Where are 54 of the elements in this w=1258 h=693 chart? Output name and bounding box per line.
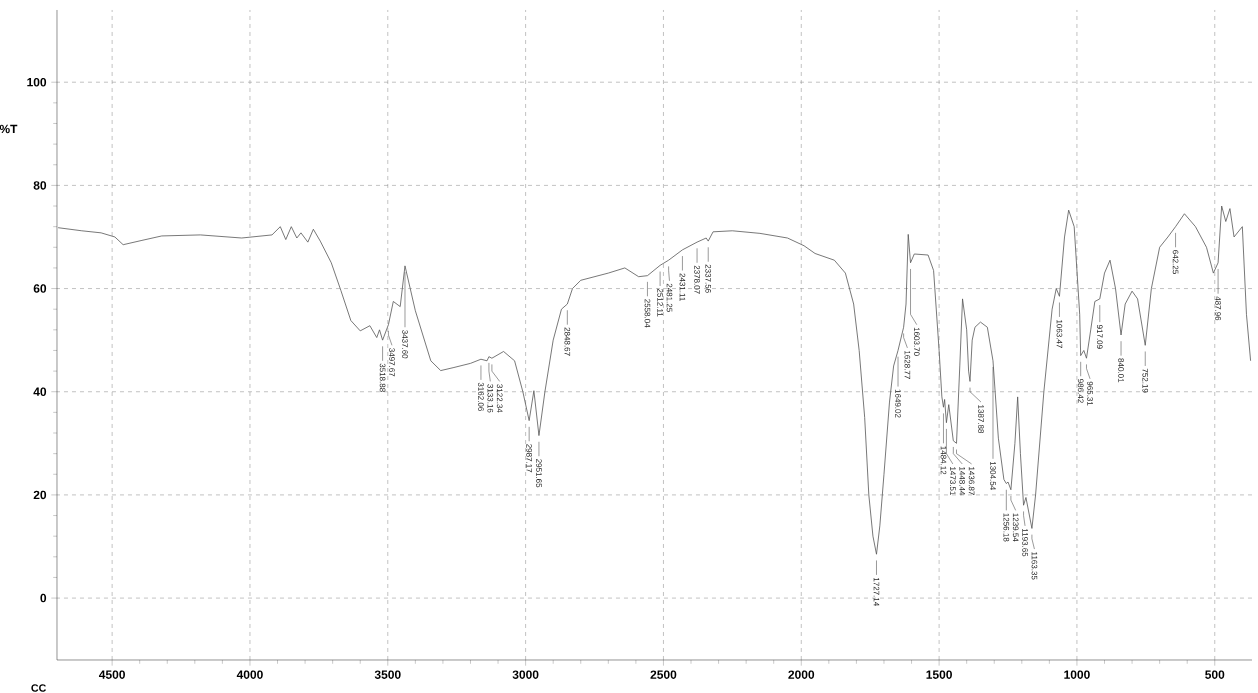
annotation: 2337.56 xyxy=(705,264,712,293)
annotation: 1239.54 xyxy=(1012,513,1019,542)
annotation: 1628.77 xyxy=(904,350,911,379)
annotation: 3518.88 xyxy=(379,363,386,392)
annotation: 1484.12 xyxy=(940,446,947,475)
x-tick-label: 1500 xyxy=(926,670,952,679)
y-tick-label: 40 xyxy=(33,387,47,396)
annotation: 965.31 xyxy=(1087,381,1093,406)
annotation: 3133.16 xyxy=(487,384,494,413)
x-tick-label: 3500 xyxy=(374,670,401,679)
annotation: 1436.87 xyxy=(968,467,975,495)
x-tick-label: 4000 xyxy=(236,670,263,679)
x-tick-label: 1000 xyxy=(1064,670,1090,679)
y-tick-label: 0 xyxy=(40,593,47,603)
annotation: 917.09 xyxy=(1096,324,1103,349)
annotation: 840.01 xyxy=(1118,358,1124,383)
annotation: 1473.51 xyxy=(950,467,956,495)
x-tick-label: 4500 xyxy=(98,670,125,679)
y-tick-label: 60 xyxy=(33,284,47,293)
annotation: 2512.11 xyxy=(657,288,663,317)
annotation: 986.42 xyxy=(1077,379,1084,403)
annotation: 1387.88 xyxy=(978,405,984,434)
annotation: 487.96 xyxy=(1215,296,1221,321)
y-axis-title: %T xyxy=(0,124,18,134)
annotation: 1193.65 xyxy=(1022,528,1028,557)
y-tick-label: 80 xyxy=(33,181,47,190)
x-tick-label: 3000 xyxy=(512,670,539,679)
annotation: 1063.47 xyxy=(1056,320,1063,348)
annotation: 2481.25 xyxy=(666,283,673,312)
text: CC xyxy=(31,684,46,692)
annotation: 3122.34 xyxy=(496,384,503,413)
annotation: 1256.18 xyxy=(1003,513,1010,542)
annotation: 1727.14 xyxy=(873,577,880,607)
annotation: 1304.54 xyxy=(990,461,996,490)
annotation: 2558.04 xyxy=(644,299,651,328)
annotation: 1163.35 xyxy=(1031,552,1038,580)
annotation: 3437.60 xyxy=(402,330,408,359)
annotation: 2378.07 xyxy=(694,265,700,294)
annotation: 3162.06 xyxy=(478,382,484,411)
annotation: 752.19 xyxy=(1142,368,1149,393)
annotation: 642.25 xyxy=(1172,250,1179,274)
x-tick-label: 2000 xyxy=(788,670,815,679)
annotation: 2951.65 xyxy=(536,459,542,488)
annotation: 1649.02 xyxy=(895,389,901,418)
x-tick-label: 2500 xyxy=(650,670,677,679)
annotation: 1448.44 xyxy=(959,467,966,496)
x-tick-label: 500 xyxy=(1205,670,1225,679)
y-tick-label: 100 xyxy=(27,77,47,87)
y-tick-label: 20 xyxy=(33,490,47,500)
annotation: 1603.70 xyxy=(913,327,920,356)
annotation: 3497.67 xyxy=(389,348,395,377)
annotation: 2987.17 xyxy=(526,444,532,473)
annotation: 2848.67 xyxy=(564,327,571,356)
annotation: 2431.11 xyxy=(679,273,686,301)
